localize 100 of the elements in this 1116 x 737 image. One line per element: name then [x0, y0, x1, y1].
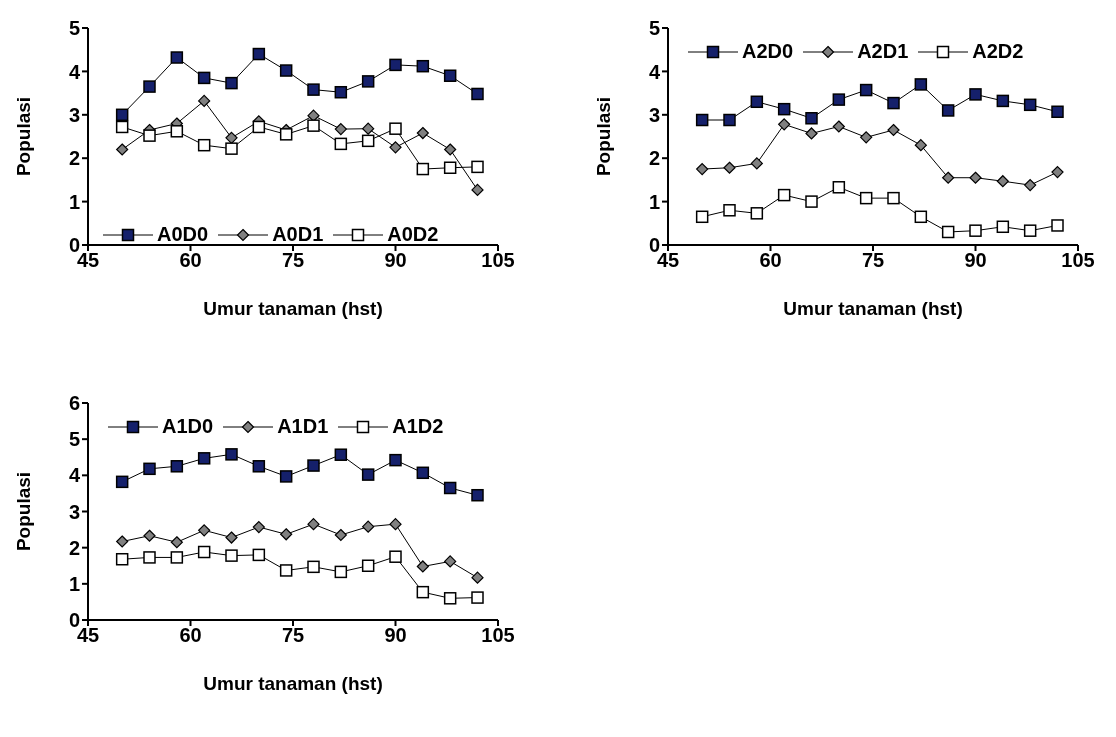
y-tick-label: 5 [648, 17, 660, 40]
legend-label: A1D1 [277, 415, 329, 438]
point [361, 559, 375, 572]
point [116, 535, 129, 548]
point [444, 143, 457, 156]
point [723, 204, 736, 217]
point [389, 550, 402, 563]
point [307, 119, 320, 132]
point [444, 555, 457, 568]
point [416, 59, 430, 73]
point [471, 87, 484, 101]
point [389, 453, 402, 467]
point [416, 560, 429, 573]
point [887, 191, 900, 205]
point [361, 75, 375, 88]
point [941, 104, 955, 117]
point [778, 118, 791, 131]
point [279, 64, 293, 77]
point [143, 551, 156, 564]
x-axis-title: Umur tanaman (hst) [203, 298, 383, 319]
point [170, 536, 183, 549]
point [805, 195, 818, 208]
point [1051, 219, 1064, 232]
legend-label: A0D0 [157, 223, 209, 246]
point [307, 83, 320, 96]
point [197, 452, 211, 465]
legend-label: A2D0 [742, 40, 794, 63]
point [1051, 165, 1064, 179]
point [887, 123, 900, 137]
point [225, 76, 238, 90]
point [143, 80, 156, 93]
y-tick-label: 1 [68, 190, 80, 213]
point [969, 171, 982, 184]
point [805, 112, 818, 125]
point [914, 139, 927, 152]
legend-label: A0D2 [387, 223, 439, 246]
point [225, 448, 238, 461]
y-tick-label: 1 [648, 190, 660, 213]
point [859, 83, 873, 97]
y-tick-label: 4 [68, 464, 81, 487]
point [361, 468, 375, 481]
point [860, 131, 873, 144]
point [143, 529, 156, 542]
point [416, 126, 429, 140]
point [914, 210, 928, 224]
point [1024, 179, 1037, 192]
point [805, 127, 818, 140]
point [389, 122, 402, 135]
y-axis-title: Populasi [12, 471, 34, 552]
y-tick-label: 2 [68, 536, 80, 559]
point [443, 69, 457, 82]
point [1023, 98, 1037, 112]
point [443, 481, 457, 495]
point [443, 592, 457, 605]
point [252, 47, 266, 61]
y-tick-label: 2 [648, 147, 660, 170]
point [1051, 105, 1064, 119]
x-tick-label: 75 [281, 249, 305, 272]
y-tick-label: 2 [68, 147, 80, 170]
legend-label: A2D2 [972, 40, 1024, 63]
point [197, 71, 211, 85]
point [279, 470, 293, 483]
point [198, 94, 211, 108]
point [307, 459, 320, 472]
point [334, 85, 348, 99]
x-tick-label: 105 [481, 624, 515, 647]
point [115, 475, 129, 489]
point [307, 560, 320, 574]
point [723, 161, 736, 174]
point [750, 95, 764, 109]
y-tick-label: 6 [68, 392, 80, 415]
point [695, 113, 709, 127]
point [996, 220, 1010, 234]
point [143, 129, 156, 142]
point [198, 524, 211, 537]
y-tick-label: 5 [68, 17, 80, 40]
point [471, 183, 484, 196]
legend-label: A2D1 [857, 40, 909, 63]
point [887, 96, 900, 110]
point [197, 545, 211, 559]
y-tick-label: 4 [648, 60, 661, 83]
x-tick-label: 90 [384, 624, 407, 647]
point [143, 462, 156, 476]
point [225, 142, 238, 155]
x-axis-title: Umur tanaman (hst) [203, 673, 383, 694]
point [115, 120, 129, 134]
point [279, 128, 293, 141]
y-tick-label: 0 [68, 609, 80, 632]
legend-label: A1D0 [162, 415, 214, 438]
point [115, 552, 129, 566]
point [334, 448, 348, 461]
point [723, 113, 736, 127]
point [334, 123, 347, 136]
point [695, 210, 709, 224]
point [750, 157, 763, 170]
point [252, 120, 266, 134]
point [471, 591, 484, 604]
y-tick-label: 4 [68, 60, 81, 83]
legend-label: A1D2 [392, 415, 444, 438]
point [279, 564, 293, 577]
